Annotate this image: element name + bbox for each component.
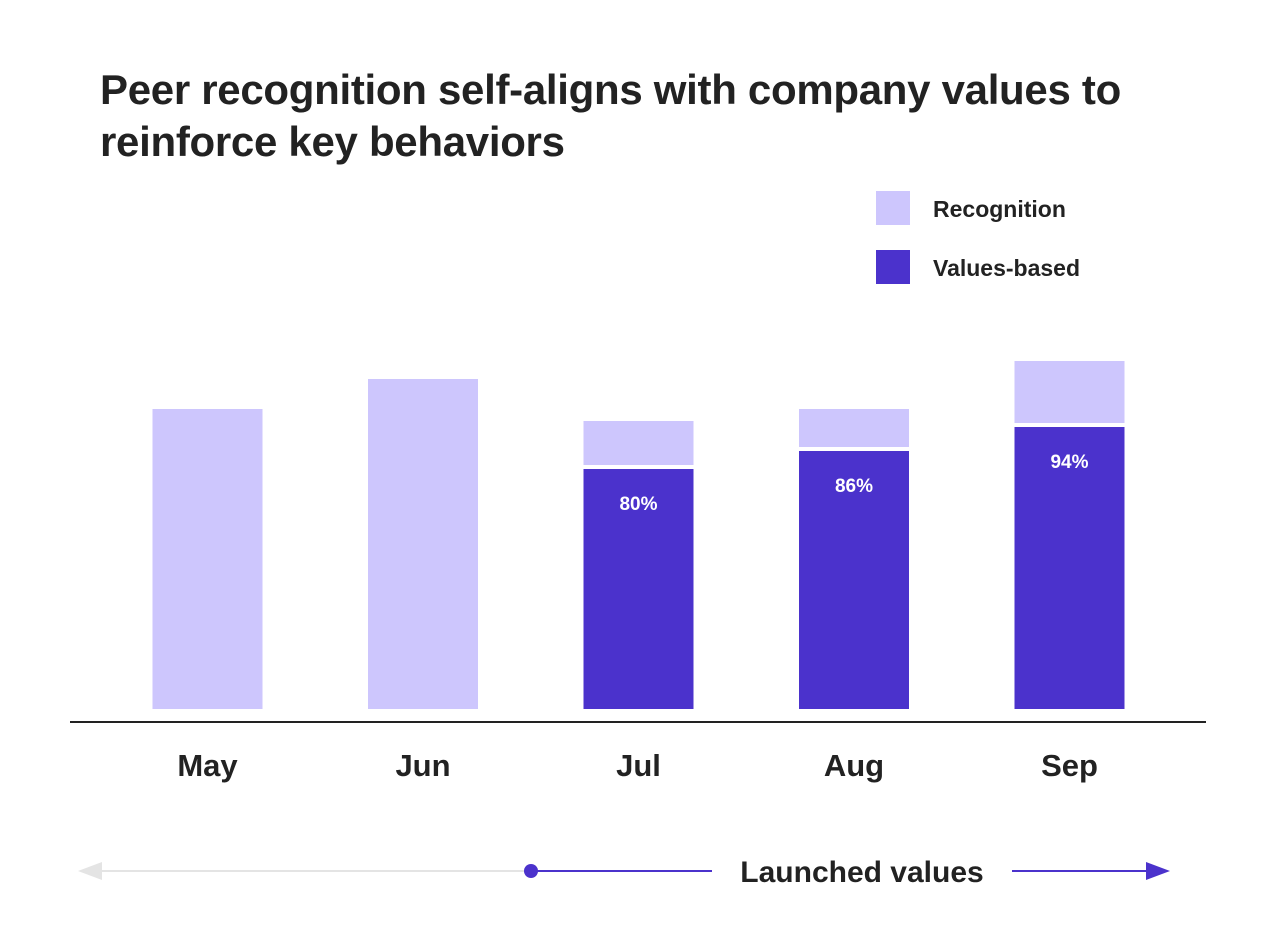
bar-recognition-may <box>152 409 263 709</box>
legend: Recognition Values-based <box>876 191 1080 284</box>
bar-values-based-aug <box>799 451 909 709</box>
data-label-aug: 86% <box>835 476 873 497</box>
x-tick-label-aug: Aug <box>824 748 884 783</box>
data-label-sep: 94% <box>1050 452 1088 473</box>
launched-values-timeline: Launched values <box>78 856 1170 889</box>
timeline-right-arrow-icon <box>1146 862 1170 880</box>
bar-recognition-jun <box>368 379 478 709</box>
bar-recognition-aug <box>799 409 909 447</box>
bar-recognition-jul <box>583 421 694 465</box>
legend-label-values-based: Values-based <box>933 255 1080 281</box>
chart-title: Peer recognition self-aligns with compan… <box>100 66 1121 165</box>
bar-values-based-jul <box>583 469 694 709</box>
x-tick-label-may: May <box>177 748 238 783</box>
bar-values-based-sep <box>1014 427 1125 709</box>
legend-swatch-values-based <box>876 250 910 284</box>
timeline-label: Launched values <box>740 856 983 889</box>
legend-swatch-recognition <box>876 191 910 225</box>
x-tick-label-jun: Jun <box>395 748 450 783</box>
bars: 80% 86% 94% <box>152 361 1125 709</box>
legend-label-recognition: Recognition <box>933 196 1066 222</box>
x-tick-label-jul: Jul <box>616 748 661 783</box>
timeline-left-arrow-icon <box>78 862 102 880</box>
x-tick-labels: May Jun Jul Aug Sep <box>177 748 1098 783</box>
x-tick-label-sep: Sep <box>1041 748 1098 783</box>
data-label-jul: 80% <box>619 494 657 515</box>
timeline-launch-dot-icon <box>524 864 538 878</box>
bar-recognition-sep <box>1014 361 1125 423</box>
